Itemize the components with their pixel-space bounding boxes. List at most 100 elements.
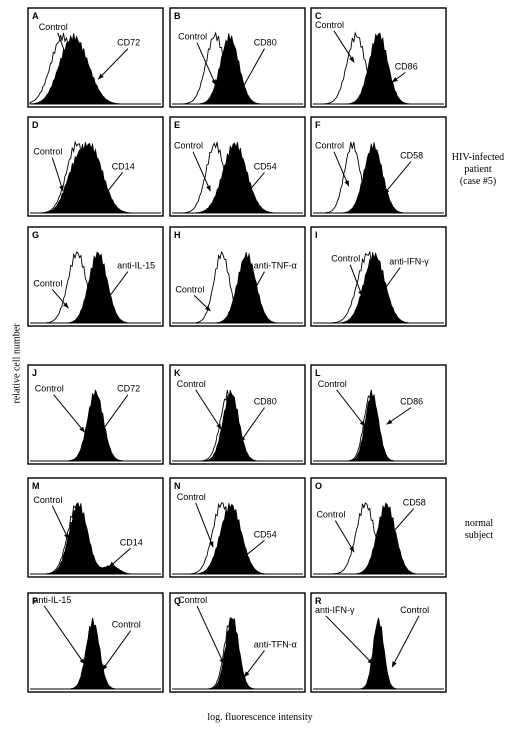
arrow-head <box>59 185 64 192</box>
panel-h: H Control anti-TNF-α <box>169 226 306 327</box>
panel-f: F Control CD58 <box>310 116 447 217</box>
arrow-head <box>244 671 250 678</box>
stain-label: CD86 <box>400 397 423 407</box>
stain-label: anti-IL-15 <box>33 595 71 605</box>
panel-letter: F <box>315 120 321 130</box>
arrow-head <box>245 300 251 307</box>
stain-label: anti-TNF-α <box>254 261 297 271</box>
arrow-line <box>334 520 355 553</box>
control-histogram <box>30 389 161 462</box>
stain-label: CD54 <box>254 161 277 171</box>
arrow-line <box>97 48 129 80</box>
stain-label: CD86 <box>395 61 418 71</box>
arrow-head <box>240 436 246 443</box>
arrow-line <box>333 30 355 63</box>
arrow-head <box>63 533 69 540</box>
control-histogram <box>313 617 444 690</box>
arrow-line <box>333 151 350 187</box>
panel-letter: R <box>315 596 322 606</box>
control-histogram <box>313 250 444 324</box>
arrow-head <box>240 86 245 93</box>
arrow-head <box>109 561 115 568</box>
y-axis-label: relative cell number <box>11 323 23 404</box>
panel-letter: O <box>315 481 322 491</box>
stain-label: CD80 <box>254 397 277 407</box>
arrow-head <box>386 419 393 425</box>
stain-label: CD58 <box>400 151 423 161</box>
panel-letter: Q <box>174 596 181 606</box>
arrow-line <box>100 394 129 433</box>
arrow-line <box>196 605 225 665</box>
panel-letter: A <box>32 11 39 21</box>
panel-letter: G <box>32 230 39 240</box>
panel-letter: C <box>315 11 322 21</box>
arrow-head <box>349 56 355 63</box>
control-histogram <box>313 502 444 575</box>
arrow-line <box>239 407 265 443</box>
panel-m: M Control CD14 <box>27 477 164 578</box>
group-label-normal: normal subject <box>446 518 512 542</box>
arrow-head <box>383 188 390 195</box>
control-label: Control <box>318 379 347 389</box>
arrow-head <box>98 73 104 80</box>
arrow-line <box>101 630 132 671</box>
group-label-hiv: HIV-infected patient (case #5) <box>440 152 516 188</box>
arrow-head <box>344 180 349 187</box>
arrow-head <box>359 420 365 427</box>
arrow-head <box>103 298 109 305</box>
control-label: Control <box>315 141 344 151</box>
panel-p: P Control anti-IL-15 <box>27 592 164 693</box>
panel-b: B Control CD80 <box>169 7 306 108</box>
arrow-head <box>211 79 216 86</box>
control-histogram <box>172 502 303 575</box>
stain-label: anti-IFN-γ <box>315 605 355 615</box>
control-label: Control <box>177 492 206 502</box>
arrow-head <box>375 295 381 302</box>
control-label: Control <box>331 254 360 264</box>
group-label-line: patient <box>464 164 492 175</box>
panel-letter: N <box>174 481 181 491</box>
control-label: Control <box>316 510 345 520</box>
control-histogram <box>172 141 303 214</box>
arrow-head <box>349 546 355 553</box>
arrow-line <box>349 264 363 297</box>
panel-e: E Control CD54 <box>169 116 306 217</box>
group-label-line: subject <box>464 530 494 541</box>
group-label-line: normal <box>464 518 494 529</box>
control-label: Control <box>33 495 62 505</box>
arrow-head <box>240 195 246 202</box>
control-label: Control <box>33 147 62 157</box>
stain-label: CD72 <box>117 38 140 48</box>
control-label: Control <box>174 141 203 151</box>
arrow-line <box>391 615 420 668</box>
arrow-head <box>79 426 85 433</box>
arrow-line <box>386 508 414 540</box>
panel-d: D Control CD14 <box>27 116 164 217</box>
panel-letter: K <box>174 368 181 378</box>
arrow-head <box>208 541 214 548</box>
arrow-head <box>358 290 363 297</box>
x-axis-label: log. fluorescence intensity <box>207 712 313 723</box>
stain-label: CD54 <box>254 529 277 539</box>
arrow-head <box>392 661 397 668</box>
arrow-line <box>43 605 86 665</box>
group-label-line: (case #5) <box>459 176 497 187</box>
stain-label: anti-IFN-γ <box>389 257 429 267</box>
stain-label: anti-TFN-α <box>254 639 297 649</box>
control-histogram <box>30 140 161 214</box>
panel-frame <box>310 592 447 693</box>
stain-label: anti-IL-15 <box>117 261 155 271</box>
arrow-line <box>103 271 129 305</box>
panel-letter: J <box>32 368 37 378</box>
control-label: Control <box>35 384 64 394</box>
arrow-head <box>100 426 107 433</box>
arrow-line <box>383 161 412 195</box>
arrow-line <box>375 267 401 302</box>
arrow-line <box>53 394 86 433</box>
